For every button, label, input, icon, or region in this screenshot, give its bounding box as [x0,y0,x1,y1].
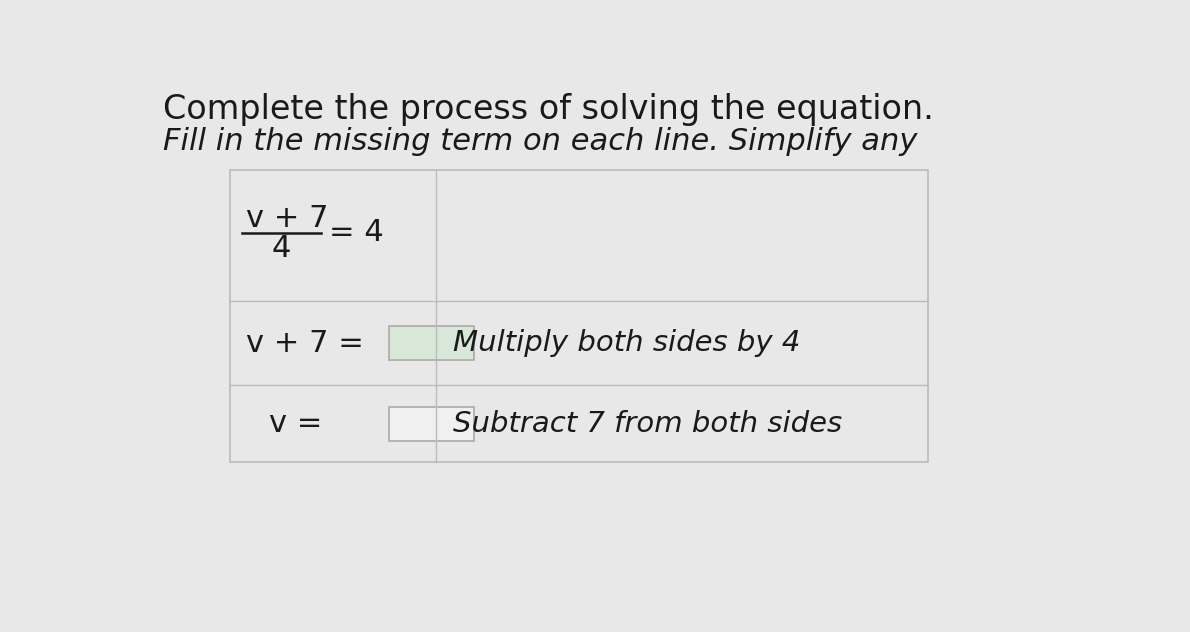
Text: Multiply both sides by 4: Multiply both sides by 4 [452,329,800,357]
Text: Subtract 7 from both sides: Subtract 7 from both sides [452,410,841,438]
Bar [389,326,475,360]
Text: v =: v = [269,410,322,439]
Text: Complete the process of solving the equation.: Complete the process of solving the equa… [163,93,934,126]
FancyBboxPatch shape [230,170,928,463]
Text: v + 7: v + 7 [245,204,328,233]
Text: Fill in the missing term on each line. Simplify any: Fill in the missing term on each line. S… [163,128,917,157]
Bar [389,407,475,441]
Text: 4: 4 [271,234,292,263]
Text: = 4: = 4 [328,219,383,247]
Text: v + 7 =: v + 7 = [245,329,363,358]
